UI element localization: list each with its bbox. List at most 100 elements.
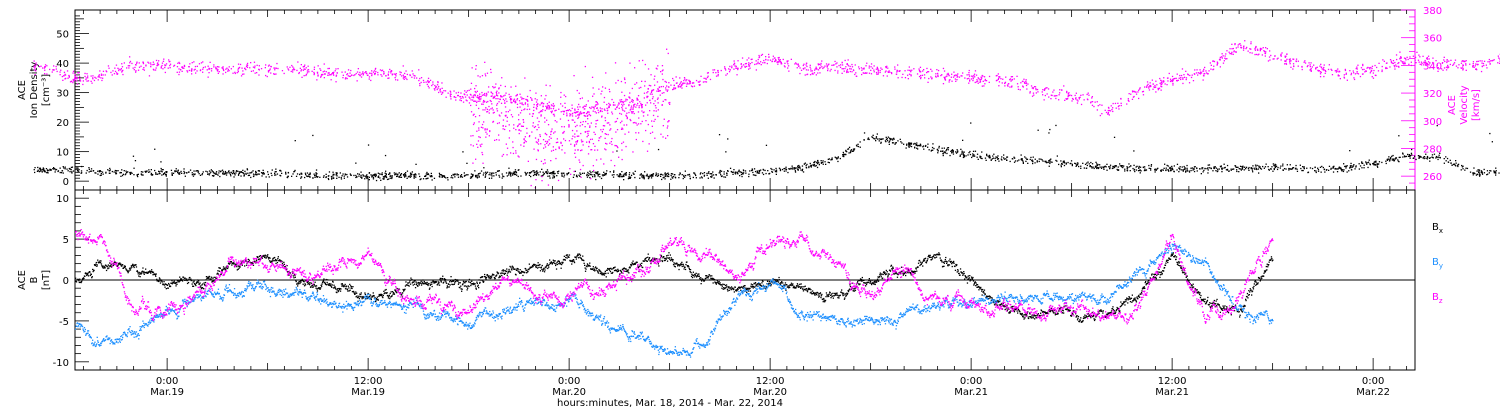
density-point [170,169,173,171]
velocity-point [1490,60,1492,62]
density-point [758,170,761,173]
velocity-point [321,74,323,76]
velocity-point [143,69,145,71]
velocity-point [760,64,762,66]
density-point [1150,169,1152,171]
velocity-point [1322,69,1324,71]
density-point [88,171,90,173]
density-point [184,175,186,177]
density-point [1006,156,1008,158]
velocity-point [948,75,950,77]
velocity-point [1101,104,1103,106]
density-point [60,172,63,174]
density-point [849,151,852,153]
density-point [250,172,252,174]
velocity-point [300,64,302,66]
velocity-point [672,88,674,91]
velocity-scatter-point [625,115,628,117]
velocity-point [510,95,512,98]
velocity-point [1280,54,1282,56]
density-point [1324,171,1326,173]
density-point [1252,165,1254,167]
density-point [1096,167,1099,169]
velocity-point [447,92,449,94]
velocity-scatter-point [548,136,551,138]
velocity-point [1286,53,1288,55]
density-point [261,175,263,177]
velocity-point [1250,41,1252,43]
density-point [1259,167,1262,170]
velocity-point [438,91,440,94]
density-point [770,167,772,170]
density-point [295,175,298,177]
density-point [885,138,888,140]
velocity-point [659,90,661,92]
velocity-point [44,69,46,71]
density-point [1390,156,1392,159]
density-point [1080,167,1082,169]
velocity-point [427,81,429,83]
velocity-point [1319,65,1321,67]
velocity-point [619,101,622,103]
velocity-point [1202,79,1204,81]
density-point [784,167,786,170]
velocity-point [1331,74,1334,76]
density-point [606,170,608,172]
density-point [57,170,59,173]
density-point [587,171,589,174]
velocity-point [736,67,738,69]
velocity-point [478,95,481,98]
velocity-point [1117,105,1120,108]
velocity-point [1323,75,1325,78]
density-point [1369,163,1371,165]
velocity-point [585,105,587,107]
density-point [1376,165,1378,167]
density-point [408,175,410,177]
velocity-point [68,75,70,77]
velocity-point [1446,60,1448,62]
density-point [1388,160,1391,162]
velocity-point [302,69,305,71]
velocity-point [679,86,681,88]
velocity-point [1030,85,1033,87]
density-point [263,173,265,175]
density-point [206,171,209,173]
density-point [100,173,102,175]
density-point [400,173,402,176]
velocity-point [40,65,42,67]
density-point [548,172,551,174]
density-point [992,155,994,157]
density-point [1435,155,1438,158]
density-point [976,153,979,155]
velocity-point [113,73,116,75]
velocity-point [1216,63,1218,65]
velocity-point [337,68,339,70]
density-point [1365,162,1367,164]
density-point [949,154,951,157]
velocity-point [225,71,227,74]
velocity-point [1472,61,1475,63]
density-point [372,174,374,176]
density-point [208,170,211,172]
density-point [613,174,615,176]
density-point [117,170,119,172]
density-point [188,171,190,173]
density-point [1423,157,1425,160]
density-point [962,153,964,156]
velocity-point [958,76,961,78]
density-point [480,170,483,172]
density-point [1251,169,1254,171]
density-point [1117,166,1119,168]
velocity-scatter-point [526,108,528,111]
velocity-point [1427,61,1430,63]
density-point [1350,162,1352,165]
velocity-point [118,68,120,70]
density-point [814,160,816,163]
velocity-point [1273,58,1275,60]
velocity-point [755,60,757,62]
density-point [262,171,265,174]
velocity-point [1162,81,1164,83]
velocity-point [623,103,625,106]
velocity-point [305,67,307,69]
density-point [568,172,570,174]
